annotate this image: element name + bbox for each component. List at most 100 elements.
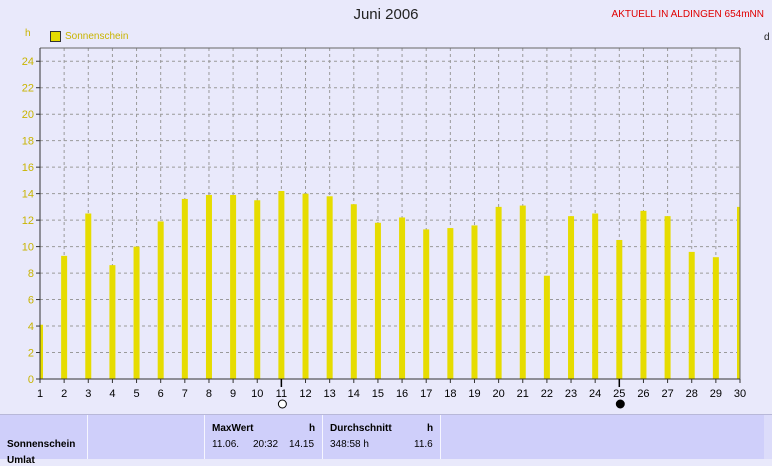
x-tick-label: 29 [710, 388, 722, 400]
x-tick-label: 25 [613, 388, 625, 400]
x-tick-label: 15 [372, 388, 384, 400]
maxwert-unit: h [309, 423, 316, 434]
x-tick-label: 4 [109, 388, 115, 400]
bar-day-5 [133, 246, 140, 379]
legend-label: Sonnenschein [65, 31, 129, 42]
empty-cell [88, 415, 205, 459]
x-tick-label: 9 [230, 388, 236, 400]
bar-day-27 [664, 216, 671, 379]
maxwert-cell: MaxWert h 11.06. 20:32 14.15 [205, 415, 323, 459]
x-tick-label: 8 [206, 388, 212, 400]
row-label-cell: Sonnenschein Umlat [0, 415, 88, 466]
station-label: AKTUELL IN ALDINGEN 654mNN [611, 9, 764, 20]
bar-day-16 [399, 217, 406, 379]
bar-day-8 [205, 194, 212, 379]
bar-day-20 [495, 206, 502, 379]
new-moon-icon [615, 399, 625, 409]
y-tick-label: 4 [28, 321, 34, 333]
durchschnitt-value: 11.6 [414, 439, 433, 450]
x-tick-label: 19 [468, 388, 480, 400]
maxwert-date: 11.06. [212, 439, 240, 450]
row-label-2: Umlat [7, 455, 35, 466]
x-tick-label: 1 [37, 388, 43, 400]
durchschnitt-header: Durchschnitt [330, 423, 392, 434]
x-tick-label: 5 [133, 388, 139, 400]
bar-day-2 [61, 255, 68, 379]
durchschnitt-total: 348:58 h [330, 439, 369, 450]
x-tick-label: 23 [565, 388, 577, 400]
x-tick-label: 11 [276, 388, 287, 400]
bar-day-30 [737, 206, 740, 379]
y-axis-unit: h [25, 28, 31, 39]
maxwert-header: MaxWert [212, 423, 254, 434]
bar-day-18 [447, 228, 454, 379]
bar-day-23 [568, 216, 575, 379]
bar-day-13 [326, 196, 333, 379]
x-tick-label: 16 [396, 388, 408, 400]
bar-day-17 [423, 229, 430, 379]
bar-day-28 [688, 251, 695, 379]
bar-day-4 [109, 265, 116, 379]
y-tick-label: 0 [28, 374, 34, 386]
empty-cell [441, 415, 764, 459]
y-tick-label: 10 [22, 242, 34, 254]
chart-title: Juni 2006 [353, 6, 419, 23]
legend: Sonnenschein [50, 31, 128, 42]
full-moon-icon [277, 399, 287, 409]
y-tick-label: 18 [22, 136, 34, 148]
y-tick-label: 22 [22, 83, 34, 95]
legend-swatch [50, 31, 61, 42]
summary-table: Sonnenschein Umlat MaxWert h 11.06. 20:3… [0, 414, 772, 466]
bar-day-25 [616, 239, 623, 379]
x-tick-label: 27 [661, 388, 673, 400]
x-tick-label: 24 [589, 388, 601, 400]
x-tick-label: 26 [637, 388, 649, 400]
x-tick-label: 30 [734, 388, 746, 400]
bar-day-26 [640, 210, 647, 379]
y-tick-label: 24 [22, 56, 34, 68]
x-tick-label: 3 [85, 388, 91, 400]
bar-day-6 [157, 221, 164, 379]
y-tick-label: 20 [22, 109, 34, 121]
maxwert-value: 14.15 [289, 439, 315, 450]
bar-day-1 [40, 324, 43, 379]
y-tick-label: 8 [28, 268, 34, 280]
bar-day-22 [543, 275, 550, 379]
x-tick-label: 10 [251, 388, 263, 400]
bar-day-10 [254, 200, 261, 379]
bar-day-29 [712, 257, 719, 379]
bar-day-15 [374, 222, 381, 379]
x-tick-label: 12 [299, 388, 311, 400]
right-axis-unit: d [764, 32, 770, 43]
durchschnitt-unit: h [427, 423, 434, 434]
bar-day-24 [592, 213, 599, 379]
y-tick-label: 12 [22, 215, 34, 227]
x-tick-label: 21 [517, 388, 529, 400]
durchschnitt-cell: Durchschnitt h 348:58 h 11.6 [323, 415, 441, 459]
y-tick-label: 6 [28, 295, 34, 307]
x-tick-label: 17 [420, 388, 432, 400]
x-tick-label: 13 [324, 388, 336, 400]
bar-day-11 [278, 190, 285, 379]
x-tick-label: 6 [158, 388, 164, 400]
y-tick-label: 2 [28, 348, 34, 360]
maxwert-time: 20:32 [253, 439, 279, 450]
bar-day-9 [230, 194, 237, 379]
x-tick-label: 18 [444, 388, 456, 400]
y-tick-label: 16 [22, 162, 34, 174]
x-tick-label: 20 [492, 388, 504, 400]
bar-day-12 [302, 193, 309, 379]
bar-day-14 [350, 204, 357, 379]
y-tick-label: 14 [22, 189, 34, 201]
x-tick-label: 22 [541, 388, 553, 400]
x-tick-label: 14 [348, 388, 360, 400]
bar-day-3 [85, 213, 92, 379]
bar-day-7 [181, 198, 188, 379]
x-tick-label: 7 [182, 388, 188, 400]
x-tick-label: 28 [686, 388, 698, 400]
bar-day-21 [519, 205, 526, 379]
x-tick-label: 2 [61, 388, 67, 400]
bar-day-19 [471, 225, 478, 379]
scrollbar-edge[interactable] [764, 415, 772, 459]
